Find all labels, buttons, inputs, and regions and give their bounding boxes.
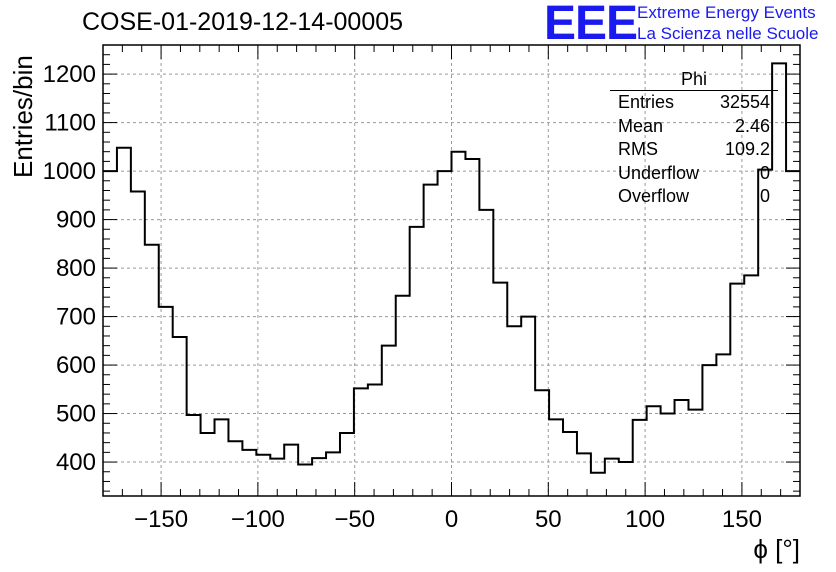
stats-value: 32554	[719, 92, 770, 112]
histogram-series	[103, 62, 800, 474]
x-tick-labels: −150 −100 −50 0 50 100 150	[134, 506, 762, 533]
x-tick-label: −50	[334, 506, 375, 533]
axis-ticks	[102, 45, 801, 496]
eee-logo: EEE	[544, 0, 638, 50]
stats-row-rms: RMS 109.2	[610, 138, 778, 162]
stats-label: Mean	[618, 115, 664, 136]
stats-label: Underflow	[618, 162, 700, 183]
stats-box-title: Phi	[610, 68, 778, 91]
logo-line-1: Extreme Energy Events	[637, 3, 816, 22]
stats-box: Phi Entries 32554 Mean 2.46 RMS 109.2 Un…	[610, 68, 778, 209]
x-axis-label: ϕ [°]	[753, 534, 800, 564]
y-tick-label: 800	[56, 255, 96, 282]
stats-value: 2.46	[734, 115, 770, 136]
y-tick-label: 1200	[43, 61, 96, 88]
y-tick-labels: 400 500 600 700 800 900 1000 1100 1200	[43, 61, 96, 476]
y-tick-label: 700	[56, 304, 96, 331]
stats-value: 109.2	[724, 139, 770, 159]
x-tick-label: 150	[722, 506, 762, 533]
stats-value: 0	[759, 162, 770, 183]
plot-title: COSE-01-2019-12-14-00005	[82, 8, 404, 36]
x-tick-label: 100	[625, 506, 665, 533]
stats-label: Entries	[618, 92, 675, 112]
y-tick-label: 500	[56, 401, 96, 428]
stats-row-mean: Mean 2.46	[610, 115, 778, 139]
stats-label: RMS	[618, 139, 658, 159]
stats-value: 0	[759, 186, 770, 206]
y-tick-label: 600	[56, 352, 96, 379]
stats-row-entries: Entries 32554	[610, 91, 778, 115]
stats-label: Overflow	[618, 186, 690, 206]
x-tick-label: −150	[134, 506, 188, 533]
y-tick-label: 1000	[43, 158, 96, 185]
y-tick-label: 900	[56, 207, 96, 234]
y-tick-label: 1100	[44, 110, 96, 137]
x-tick-label: −100	[231, 506, 285, 533]
stats-row-underflow: Underflow 0	[610, 162, 778, 186]
y-tick-label: 400	[56, 449, 96, 476]
x-tick-label: 0	[445, 506, 458, 533]
y-axis-label: Entries/bin	[8, 55, 38, 178]
stats-row-overflow: Overflow 0	[610, 185, 778, 209]
logo-line-2: La Scienza nelle Scuole	[637, 24, 819, 43]
x-tick-label: 50	[535, 506, 562, 533]
